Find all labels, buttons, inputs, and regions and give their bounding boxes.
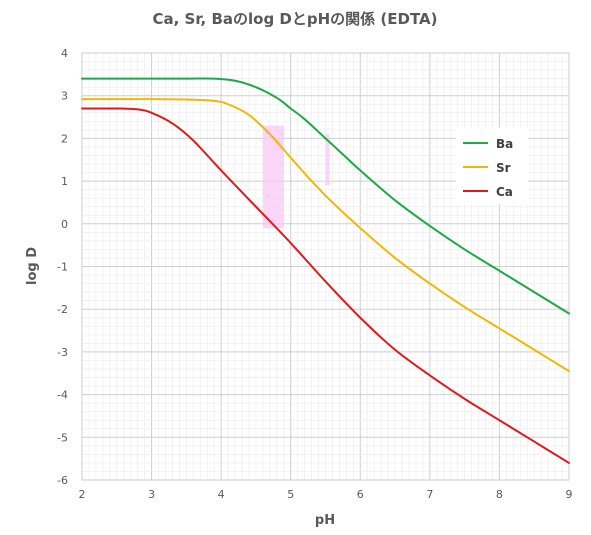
x-tick-label: 2 <box>79 488 86 501</box>
y-tick-label: 3 <box>61 90 68 103</box>
highlight-region-1 <box>262 125 284 229</box>
y-axis-label: log D <box>25 247 40 285</box>
x-tick-label: 9 <box>566 488 573 501</box>
x-tick-label: 7 <box>426 488 433 501</box>
y-tick-label: 4 <box>61 47 68 60</box>
series-line-ca <box>81 107 570 464</box>
y-tick-label: 1 <box>61 175 68 188</box>
legend: Ba Sr Ca <box>456 128 528 204</box>
y-tick-label: -3 <box>57 346 68 359</box>
grid <box>81 52 570 481</box>
plot-border <box>81 52 570 481</box>
y-tick-label: 2 <box>61 132 68 145</box>
highlight-regions <box>262 125 330 229</box>
x-tick-label: 8 <box>496 488 503 501</box>
y-tick-label: 0 <box>61 218 68 231</box>
series-line-sr <box>81 98 570 373</box>
legend-label-ba: Ba <box>496 137 513 151</box>
x-tick-label: 4 <box>218 488 225 501</box>
series-lines <box>81 77 570 464</box>
y-tick-label: -1 <box>57 261 68 274</box>
y-tick-label: -5 <box>57 431 68 444</box>
y-axis-ticks: -6 -5 -4 -3 -2 -1 0 1 2 3 4 <box>57 47 68 487</box>
chart-title: Ca, Sr, Baのlog DとpHの関係 (EDTA) <box>153 10 438 28</box>
legend-label-ca: Ca <box>496 185 513 199</box>
plot-area: 2 3 4 5 6 7 8 9 -6 -5 -4 -3 -2 -1 0 1 2 3 4 <box>57 47 572 501</box>
x-tick-label: 5 <box>287 488 294 501</box>
x-tick-label: 6 <box>357 488 364 501</box>
series-line-ba <box>81 77 570 315</box>
x-axis-label: pH <box>315 513 335 528</box>
legend-label-sr: Sr <box>496 161 511 175</box>
y-tick-label: -4 <box>57 389 68 402</box>
y-tick-label: -6 <box>57 474 68 487</box>
highlight-region-2 <box>325 134 330 186</box>
x-axis-ticks: 2 3 4 5 6 7 8 9 <box>79 488 573 501</box>
x-tick-label: 3 <box>148 488 155 501</box>
y-tick-label: -2 <box>57 303 68 316</box>
